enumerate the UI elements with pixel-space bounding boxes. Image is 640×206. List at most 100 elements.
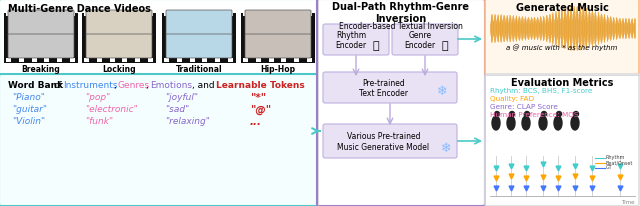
Bar <box>307 13 312 17</box>
Text: Rhythm: BCS, BHS, F1-score: Rhythm: BCS, BHS, F1-score <box>490 88 593 94</box>
Bar <box>228 59 233 63</box>
Bar <box>215 13 220 17</box>
Text: Human Preference: MOS: Human Preference: MOS <box>490 111 579 117</box>
Bar <box>19 59 24 63</box>
Bar <box>44 13 49 17</box>
Ellipse shape <box>539 116 547 130</box>
Ellipse shape <box>495 112 499 117</box>
FancyBboxPatch shape <box>162 14 236 64</box>
FancyBboxPatch shape <box>323 73 457 103</box>
Bar <box>148 59 153 63</box>
Bar <box>97 13 102 17</box>
Bar <box>189 59 195 63</box>
FancyBboxPatch shape <box>485 0 639 76</box>
FancyBboxPatch shape <box>392 25 458 56</box>
FancyBboxPatch shape <box>86 35 152 59</box>
Bar <box>6 13 11 17</box>
FancyBboxPatch shape <box>166 11 232 37</box>
Text: "electronic": "electronic" <box>85 104 138 114</box>
Bar <box>70 59 75 63</box>
Bar <box>243 59 248 63</box>
Text: "guitar": "guitar" <box>12 104 47 114</box>
Bar <box>70 13 75 17</box>
Bar <box>57 59 62 63</box>
Text: "funk": "funk" <box>85 116 113 125</box>
FancyBboxPatch shape <box>323 124 457 158</box>
Ellipse shape <box>509 112 515 117</box>
Text: Genres: Genres <box>117 81 149 90</box>
Text: 🔥: 🔥 <box>372 41 379 51</box>
Bar <box>294 59 300 63</box>
FancyBboxPatch shape <box>485 75 639 206</box>
Bar <box>282 59 287 63</box>
Bar <box>44 59 49 63</box>
Text: ...: ... <box>250 116 262 126</box>
Text: Genre
Encoder: Genre Encoder <box>404 31 436 50</box>
Text: Genre: CLAP Score: Genre: CLAP Score <box>490 103 558 109</box>
FancyBboxPatch shape <box>323 25 389 56</box>
Text: ,: , <box>113 81 116 90</box>
Bar <box>215 59 220 63</box>
Bar <box>177 59 182 63</box>
Ellipse shape <box>492 116 500 130</box>
Bar <box>164 13 169 17</box>
Bar <box>31 13 36 17</box>
Bar <box>202 13 207 17</box>
FancyBboxPatch shape <box>166 35 232 59</box>
Text: Word Bank: Word Bank <box>8 81 63 90</box>
Bar <box>228 13 233 17</box>
Bar <box>57 13 62 17</box>
Text: "Piano": "Piano" <box>12 92 45 102</box>
Text: Evaluation Metrics: Evaluation Metrics <box>511 78 613 88</box>
Bar <box>189 13 195 17</box>
Bar <box>177 13 182 17</box>
Text: 🔥: 🔥 <box>442 41 448 51</box>
Text: ,: , <box>145 81 148 90</box>
Bar <box>282 13 287 17</box>
Text: Dual-Path Rhythm-Genre
Inversion: Dual-Path Rhythm-Genre Inversion <box>333 2 470 24</box>
Bar <box>269 59 274 63</box>
Bar <box>122 59 127 63</box>
Bar <box>269 13 274 17</box>
Bar <box>164 59 169 63</box>
Text: Various Pre-trained
Music Generative Model: Various Pre-trained Music Generative Mod… <box>337 132 429 151</box>
Bar <box>307 59 312 63</box>
Text: ❄: ❄ <box>441 141 451 154</box>
Ellipse shape <box>522 116 530 130</box>
Text: "@": "@" <box>250 104 271 115</box>
Bar <box>122 13 127 17</box>
Text: , and: , and <box>192 81 214 90</box>
Text: "Violin": "Violin" <box>12 116 45 125</box>
Ellipse shape <box>573 112 579 117</box>
Bar <box>19 13 24 17</box>
FancyBboxPatch shape <box>245 35 311 59</box>
Bar <box>109 13 115 17</box>
Text: Pre-trained
Text Encoder: Pre-trained Text Encoder <box>359 78 408 98</box>
FancyBboxPatch shape <box>245 11 311 37</box>
Text: Multi-Genre Dance Videos: Multi-Genre Dance Videos <box>8 4 151 14</box>
Text: "sad": "sad" <box>165 104 189 114</box>
Bar <box>256 13 261 17</box>
FancyBboxPatch shape <box>4 14 78 64</box>
Bar <box>84 59 89 63</box>
Ellipse shape <box>557 112 561 117</box>
FancyBboxPatch shape <box>317 0 485 206</box>
Ellipse shape <box>571 116 579 130</box>
Bar <box>6 59 11 63</box>
FancyBboxPatch shape <box>8 11 74 37</box>
Text: Hip-Hop: Hip-Hop <box>260 65 296 74</box>
Bar <box>148 13 153 17</box>
Ellipse shape <box>507 116 515 130</box>
Text: Time: Time <box>621 199 635 204</box>
Bar <box>84 13 89 17</box>
Bar <box>97 59 102 63</box>
Ellipse shape <box>525 112 529 117</box>
Text: Breaking: Breaking <box>22 65 60 74</box>
Text: of: of <box>54 81 63 90</box>
Bar <box>256 59 261 63</box>
Ellipse shape <box>541 112 547 117</box>
FancyBboxPatch shape <box>8 35 74 59</box>
Text: Instruments: Instruments <box>63 81 118 90</box>
Text: Beat/Onset: Beat/Onset <box>606 160 634 165</box>
Text: "joyful": "joyful" <box>165 92 198 102</box>
